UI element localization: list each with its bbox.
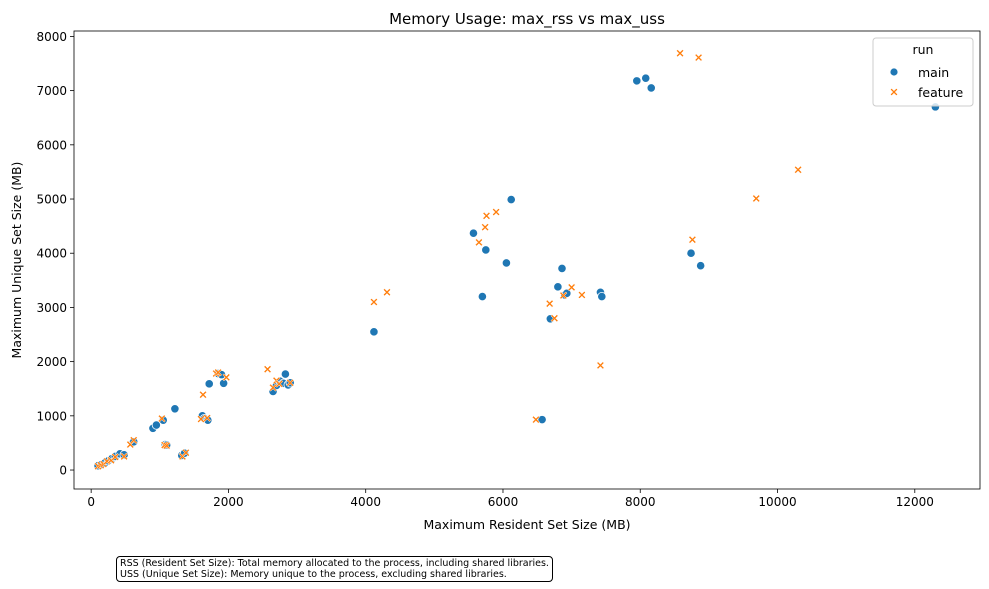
data-point-main (119, 450, 129, 460)
y-tick-label: 4000 (36, 247, 67, 261)
plot-area (73, 30, 981, 490)
x-tick-label: 0 (87, 495, 95, 509)
data-point-feature (222, 373, 231, 382)
data-point-feature (181, 448, 190, 457)
y-tick-label: 0 (59, 464, 67, 478)
definitions-note: RSS (Resident Set Size): Total memory al… (116, 556, 553, 582)
data-point-main (170, 404, 180, 414)
y-tick-label: 1000 (36, 409, 67, 423)
data-point-feature (481, 223, 490, 232)
series-main (93, 73, 940, 471)
data-point-feature (269, 383, 277, 392)
data-point-feature (120, 452, 129, 461)
data-point-main (151, 420, 161, 430)
data-point-feature (203, 414, 212, 422)
legend-label-feature: feature (918, 85, 963, 100)
y-axis-label: Maximum Unique Set Size (MB) (9, 162, 24, 359)
data-point-main (501, 258, 512, 268)
data-point-main (686, 248, 696, 258)
y-tick-label: 7000 (36, 84, 67, 98)
data-point-feature (492, 208, 501, 216)
data-point-feature (475, 238, 483, 247)
data-point-feature (531, 415, 540, 424)
y-axis: 0 1000 2000 3000 4000 5000 6000 7000 8000 (36, 30, 74, 478)
data-point-feature (752, 194, 761, 203)
legend-marker-main (889, 67, 899, 77)
data-point-feature (275, 379, 284, 388)
data-point-main (280, 369, 290, 379)
data-point-main (481, 245, 491, 255)
x-axis: 0 2000 4000 6000 8000 10000 12000 (87, 489, 934, 509)
data-point-feature (596, 361, 605, 370)
data-point-main (553, 282, 563, 292)
data-point-main (369, 327, 379, 337)
y-tick-label: 2000 (36, 355, 67, 369)
data-point-feature (559, 291, 568, 300)
x-tick-label: 12000 (896, 495, 934, 509)
legend-title: run (913, 42, 934, 57)
x-axis-label: Maximum Resident Set Size (MB) (423, 517, 630, 532)
x-tick-label: 4000 (350, 495, 381, 509)
legend-label-main: main (918, 65, 949, 80)
x-tick-label: 10000 (758, 495, 796, 509)
data-point-feature (577, 291, 586, 299)
data-point-main (597, 291, 607, 302)
legend-marker-feature (890, 88, 898, 96)
data-point-feature (383, 288, 391, 297)
data-point-feature (286, 378, 295, 387)
data-point-feature (794, 165, 803, 174)
data-point-feature (111, 453, 120, 461)
chart-title: Memory Usage: max_rss vs max_uss (389, 10, 665, 29)
data-point-feature (369, 298, 378, 306)
data-point-feature (263, 365, 272, 374)
data-point-feature (545, 299, 554, 308)
data-point-feature (567, 283, 576, 292)
y-tick-label: 5000 (36, 193, 67, 207)
series-feature (94, 49, 803, 471)
rss-definition: RSS (Resident Set Size): Total memory al… (120, 558, 549, 569)
y-tick-label: 8000 (36, 30, 67, 44)
legend-box (872, 37, 974, 107)
data-point-feature (676, 49, 685, 58)
data-point-feature (482, 211, 491, 220)
data-point-main (506, 194, 516, 205)
y-tick-label: 6000 (36, 138, 67, 152)
data-point-feature (129, 436, 138, 445)
data-point-main (477, 291, 487, 302)
data-point-feature (688, 235, 697, 244)
legend: run main feature (872, 37, 974, 107)
data-point-feature (550, 314, 559, 323)
data-point-feature (157, 414, 166, 423)
data-point-feature (214, 368, 223, 377)
data-point-main (641, 73, 651, 83)
x-tick-label: 8000 (625, 495, 656, 509)
data-point-main (204, 379, 214, 389)
x-tick-label: 2000 (213, 495, 244, 509)
data-point-main (557, 263, 567, 274)
data-point-feature (199, 390, 207, 399)
data-point-main (468, 228, 479, 238)
uss-definition: USS (Unique Set Size): Memory unique to … (120, 569, 507, 580)
y-tick-label: 3000 (36, 301, 67, 315)
data-point-main (646, 83, 656, 93)
data-point-main (696, 261, 706, 271)
data-point-feature (162, 441, 171, 450)
data-point-feature (694, 53, 703, 62)
data-point-main (632, 76, 642, 86)
x-tick-label: 6000 (488, 495, 519, 509)
data-point-main (537, 415, 547, 425)
